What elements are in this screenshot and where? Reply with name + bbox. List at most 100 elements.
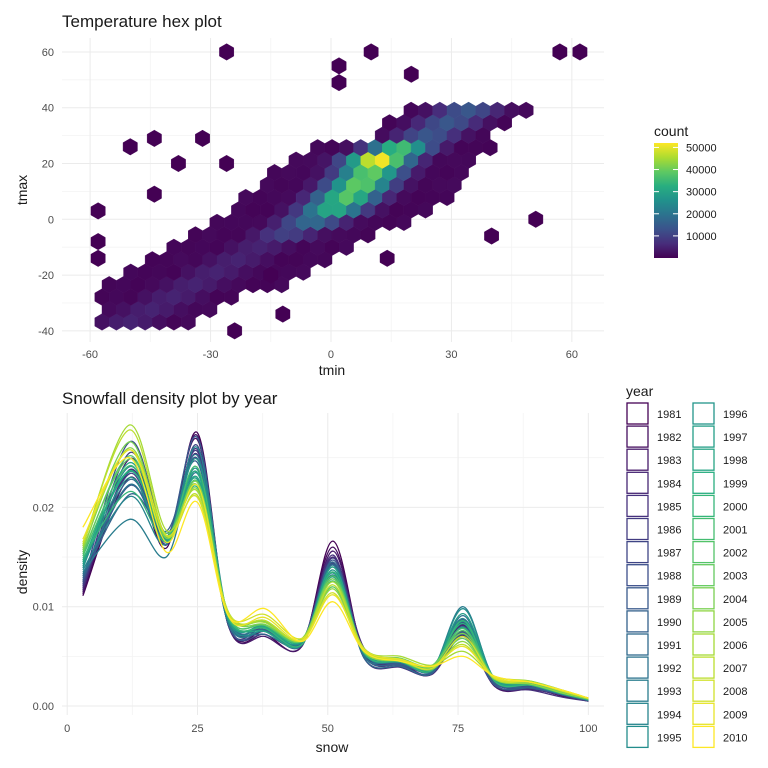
year-legend-key [626,517,649,541]
density-x-tick-label: 25 [191,723,203,735]
hex-y-tick-label: 60 [42,47,54,59]
year-legend-item: 1984 [626,471,681,494]
year-legend-item: 1995 [626,725,681,749]
hex-x-tick-label: 30 [445,349,457,361]
density-plot-panel: Snowfall density plot by year 0.000.010.… [14,383,747,755]
year-legend-key [626,448,649,471]
year-legend-label: 2002 [723,548,747,560]
year-legend-item: 2009 [692,702,747,725]
year-legend-key [626,587,649,610]
hex-cell-outlier [484,227,499,245]
year-legend-key [692,564,715,587]
hex-plot-title: Temperature hex plot [62,12,222,31]
year-legend-key [626,725,649,749]
hex-cell-outlier [219,154,234,173]
year-legend-key [692,448,715,471]
year-legend-label: 1986 [657,525,681,537]
year-legend-key [692,679,715,702]
year-legend-item: 2002 [692,540,747,564]
density-x-axis-title: snow [316,739,350,755]
year-legend-item: 1983 [626,448,681,471]
year-legend-item: 1987 [626,540,681,564]
year-legend-label: 1982 [657,432,681,444]
year-legend-item: 1981 [626,402,681,425]
year-legend-item: 1982 [626,425,681,448]
count-colorbar-legend: count 10000 20000 30000 40000 50000 [654,123,717,258]
year-legend-item: 1999 [692,471,747,494]
density-x-tick-label: 100 [579,723,597,735]
density-y-axis-title: density [14,550,30,594]
hex-y-tick-label: 40 [42,103,54,115]
year-legend-label: 1988 [657,571,681,583]
year-legend-item: 2001 [692,517,747,541]
year-legend-label: 2009 [723,709,747,721]
density-line-2009 [82,449,589,699]
hex-cell-outlier [90,249,106,267]
year-legend-key [626,402,649,425]
colorbar-tick-label: 10000 [686,231,717,243]
hex-y-tick-label: 20 [42,159,54,171]
hex-cell-outlier [195,129,210,147]
colorbar-tick-label: 30000 [686,187,717,199]
hex-x-tick-labels: -60 -30 0 30 60 [82,349,578,361]
year-legend-label: 1991 [657,640,681,652]
hex-x-axis-title: tmin [319,362,345,378]
hex-cell-outlier [90,233,106,251]
year-legend-item: 1986 [626,517,681,541]
hex-cell-outlier [528,210,544,228]
year-legend-key [626,564,649,587]
year-legend-key [626,633,649,656]
hex-cells [90,43,588,340]
year-legend-label: 1996 [723,409,747,421]
year-legend-key [626,494,649,518]
hex-cell-outlier [122,138,138,156]
year-legend-item: 1998 [692,448,747,471]
year-legend-key [626,540,649,564]
hex-x-tick-label: 0 [328,349,334,361]
density-y-tick-label: 0.01 [33,602,54,614]
year-legend-item: 2010 [692,725,747,749]
hex-cell-outlier [90,202,106,220]
year-legend-label: 1994 [657,709,681,721]
hex-cell-outlier [219,43,234,61]
year-legend-label: 2007 [723,663,747,675]
year-legend-key [626,471,649,494]
density-x-tick-label: 0 [64,723,70,735]
year-legend-item: 2003 [692,564,747,587]
density-line-1997 [82,470,589,700]
density-x-tick-labels: 0 25 50 75 100 [64,723,597,735]
hex-cell-outlier [227,322,243,340]
density-line-2001 [82,465,589,699]
density-y-tick-label: 0.00 [33,701,54,713]
year-legend-label: 1989 [657,594,681,606]
year-legend-label: 1985 [657,501,681,513]
colorbar-tick-label: 40000 [686,165,717,177]
year-legend-label: 1990 [657,617,681,629]
year-legend-key [692,471,715,494]
hex-y-tick-label: -20 [38,270,54,282]
year-legend-key [692,425,715,448]
hex-y-tick-label: -40 [38,326,54,338]
year-legend-label: 2004 [723,594,747,606]
year-legend-key [692,402,715,425]
hex-y-axis-title: tmax [14,175,30,205]
density-x-tick-label: 50 [322,723,334,735]
hex-x-tick-label: -60 [82,349,98,361]
density-series-lines [82,424,589,702]
year-legend-label: 2001 [723,525,747,537]
year-legend-key [626,425,649,448]
year-legend-item: 1985 [626,494,681,518]
year-legend-key [692,702,715,725]
year-legend-label: 1998 [723,455,747,467]
hex-cell-outlier [171,154,186,173]
year-legend-item: 1991 [626,633,681,656]
year-legend-key [626,679,649,702]
year-legend-label: 2010 [723,732,747,744]
colorbar-tick-label: 50000 [686,142,717,154]
year-legend-label: 1999 [723,478,747,490]
hex-cell-outlier [403,65,419,83]
hex-cell-outlier [379,249,395,267]
density-line-1999 [82,469,589,700]
year-legend-items: 1981 1982 1983 1984 1985 1986 1987 1988 1989 1990… [626,402,747,749]
year-legend-label: 1997 [723,432,747,444]
